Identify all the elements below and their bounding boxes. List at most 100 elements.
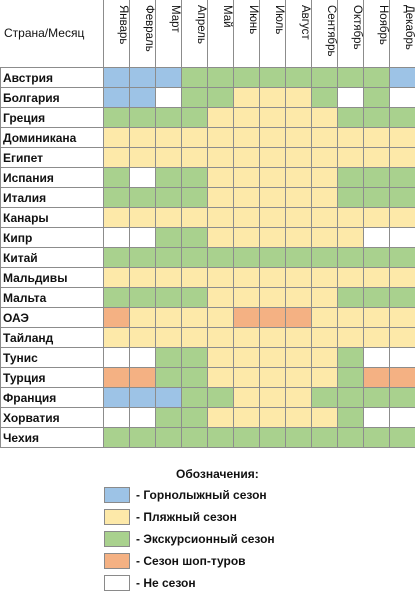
season-cell — [389, 287, 415, 307]
legend-label-shopping: - Сезон шоп-туров — [136, 554, 246, 568]
season-cell — [181, 327, 207, 347]
season-cell — [129, 307, 155, 327]
season-cell — [337, 87, 363, 107]
season-cell — [363, 427, 389, 447]
country-label: ОАЭ — [3, 311, 29, 325]
season-cell — [259, 427, 285, 447]
season-cell — [363, 67, 389, 87]
season-cell — [285, 387, 311, 407]
legend-label-off-season: - Не сезон — [136, 576, 196, 590]
country-label: Египет — [3, 151, 43, 165]
season-chart: Страна/Месяц Январь Февраль Март Апрель Май Ию… — [0, 0, 415, 448]
season-cell — [233, 87, 259, 107]
country-label: Испания — [3, 171, 54, 185]
season-cell — [103, 207, 129, 227]
season-cell — [259, 347, 285, 367]
season-cell — [389, 67, 415, 87]
season-cell — [285, 407, 311, 427]
season-cell — [311, 247, 337, 267]
season-cell — [207, 147, 233, 167]
country-label: Мальдивы — [3, 271, 67, 285]
month-header-5: Май — [221, 5, 233, 28]
season-cell — [103, 227, 129, 247]
season-cell — [285, 127, 311, 147]
country-label: Болгария — [3, 91, 60, 105]
season-cell — [207, 227, 233, 247]
season-cell — [233, 247, 259, 267]
country-label: Доминикана — [3, 131, 77, 145]
season-cell — [389, 407, 415, 427]
season-cell — [129, 167, 155, 187]
season-cell — [311, 307, 337, 327]
season-cell — [155, 327, 181, 347]
season-cell — [181, 367, 207, 387]
season-cell — [129, 127, 155, 147]
season-cell — [181, 307, 207, 327]
season-cell — [129, 147, 155, 167]
season-cell — [103, 147, 129, 167]
season-cell — [259, 147, 285, 167]
country-label: Канары — [3, 211, 49, 225]
country-label: Австрия — [3, 71, 53, 85]
season-cell — [103, 427, 129, 447]
season-cell — [389, 267, 415, 287]
season-cell — [233, 427, 259, 447]
month-header-12: Декабрь — [403, 5, 415, 50]
season-cell — [181, 287, 207, 307]
season-cell — [363, 307, 389, 327]
legend-label-ski: - Горнолыжный сезон — [136, 488, 267, 502]
season-cell — [129, 367, 155, 387]
legend-swatch-off-season — [104, 575, 130, 591]
country-label: Италия — [3, 191, 46, 205]
legend-title: Обозначения: — [176, 467, 259, 481]
season-cell — [311, 227, 337, 247]
season-cell — [207, 367, 233, 387]
season-cell — [311, 327, 337, 347]
season-cell — [181, 247, 207, 267]
month-header-2: Февраль — [143, 5, 155, 52]
month-header-11: Ноябрь — [377, 5, 389, 45]
season-cell — [285, 287, 311, 307]
season-cell — [233, 287, 259, 307]
season-cell — [233, 347, 259, 367]
season-cell — [337, 227, 363, 247]
season-cell — [337, 427, 363, 447]
season-cell — [311, 407, 337, 427]
season-cell — [337, 147, 363, 167]
season-cell — [311, 367, 337, 387]
legend-item-excursion: - Экскурсионный сезон — [104, 530, 275, 548]
season-cell — [337, 307, 363, 327]
season-cell — [285, 167, 311, 187]
season-cell — [363, 407, 389, 427]
season-cell — [285, 187, 311, 207]
season-cell — [207, 87, 233, 107]
legend-swatch-shopping — [104, 553, 130, 569]
season-cell — [233, 107, 259, 127]
season-cell — [233, 227, 259, 247]
season-cell — [311, 147, 337, 167]
month-header-1: Январь — [117, 5, 129, 44]
month-header-9: Сентябрь — [325, 5, 337, 57]
country-label: Франция — [3, 391, 56, 405]
season-cell — [285, 347, 311, 367]
season-cell — [311, 387, 337, 407]
season-cell — [181, 427, 207, 447]
season-cell — [103, 167, 129, 187]
season-cell — [259, 207, 285, 227]
season-cell — [103, 187, 129, 207]
season-cell — [285, 427, 311, 447]
season-cell — [389, 127, 415, 147]
season-cell — [181, 407, 207, 427]
season-cell — [363, 287, 389, 307]
season-cell — [181, 227, 207, 247]
season-cell — [129, 67, 155, 87]
legend-item-beach: - Пляжный сезон — [104, 508, 237, 526]
season-cell — [285, 107, 311, 127]
season-cell — [233, 147, 259, 167]
season-cell — [389, 307, 415, 327]
season-cell — [363, 327, 389, 347]
season-cell — [207, 287, 233, 307]
season-cell — [311, 107, 337, 127]
season-cell — [155, 107, 181, 127]
season-cell — [233, 127, 259, 147]
